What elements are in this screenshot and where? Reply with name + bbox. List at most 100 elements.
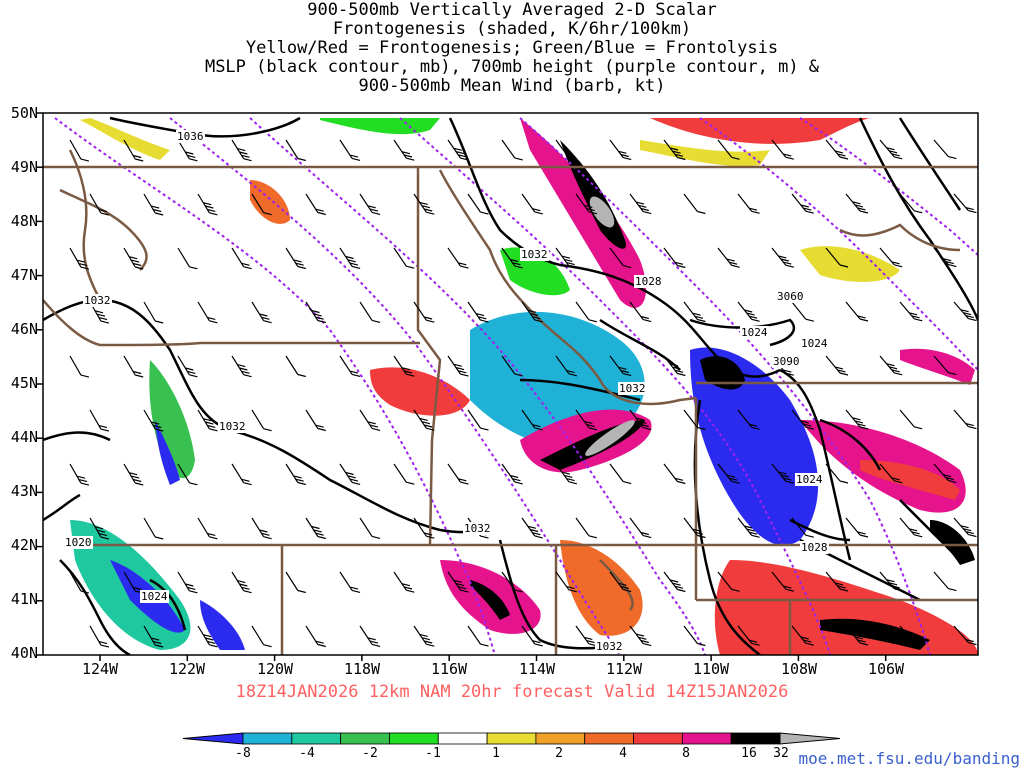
wind-barb bbox=[359, 193, 381, 215]
wind-barb bbox=[393, 139, 415, 161]
wind-barb bbox=[933, 139, 957, 160]
lat-label: 43N bbox=[10, 482, 38, 500]
wind-barb bbox=[413, 625, 435, 647]
wind-barb bbox=[683, 625, 706, 647]
wind-barb bbox=[683, 517, 706, 539]
wind-barb bbox=[197, 517, 218, 540]
wind-barb bbox=[339, 463, 361, 485]
title-line-5: 900-500mb Mean Wind (barb, kt) bbox=[358, 76, 666, 96]
wind-barb bbox=[899, 409, 923, 430]
wind-barb bbox=[305, 193, 326, 216]
wind-barb bbox=[251, 625, 272, 648]
wind-barb bbox=[737, 301, 760, 322]
lat-label: 44N bbox=[10, 428, 38, 446]
wind-barb bbox=[521, 409, 543, 431]
wind-barb bbox=[447, 463, 469, 485]
wind-barb bbox=[285, 463, 306, 486]
wind-barb bbox=[845, 517, 869, 538]
wind-barb bbox=[575, 625, 598, 647]
wind-barb bbox=[143, 625, 164, 648]
wind-barb bbox=[771, 463, 794, 484]
colorbar-tick: 8 bbox=[682, 746, 690, 761]
wind-barb bbox=[501, 139, 523, 161]
wind-barb bbox=[609, 463, 632, 485]
wind-barb bbox=[305, 301, 326, 324]
wind-barb bbox=[447, 139, 469, 161]
wind-barb bbox=[899, 625, 923, 646]
wind-barb bbox=[413, 193, 435, 215]
wind-barb bbox=[69, 247, 90, 270]
credit-link[interactable]: moe.met.fsu.edu/banding bbox=[798, 749, 1020, 768]
wind-barb bbox=[879, 139, 903, 160]
wind-barb bbox=[359, 517, 381, 539]
wind-barb bbox=[197, 193, 218, 216]
wind-barb bbox=[447, 571, 469, 593]
colorbar-tick: 4 bbox=[619, 746, 627, 761]
wind-barb bbox=[177, 571, 198, 594]
title-line-4: MSLP (black contour, mb), 700mb height (… bbox=[204, 57, 820, 77]
wind-barb bbox=[69, 139, 90, 162]
wind-barb bbox=[393, 571, 415, 593]
wind-barb bbox=[231, 247, 252, 270]
wind-barb bbox=[285, 139, 306, 162]
mslp-label: 1024 bbox=[800, 337, 829, 350]
wind-barb bbox=[501, 463, 523, 485]
wind-barb bbox=[393, 463, 415, 485]
wind-barb bbox=[447, 355, 469, 377]
wind-barb bbox=[879, 355, 903, 376]
wind-barb bbox=[143, 517, 164, 540]
wind-barb bbox=[447, 247, 469, 269]
wind-barb bbox=[771, 571, 794, 592]
wind-barb bbox=[609, 571, 632, 593]
wind-barb bbox=[845, 301, 869, 322]
wind-barb bbox=[663, 463, 686, 485]
wind-barb bbox=[231, 571, 252, 594]
wind-barb bbox=[413, 409, 435, 431]
wind-barb bbox=[285, 355, 306, 378]
wind-barb bbox=[89, 625, 110, 648]
wind-barb bbox=[393, 355, 415, 377]
lon-label: 116W bbox=[430, 660, 468, 678]
wind-barb bbox=[123, 139, 144, 162]
wind-barb bbox=[717, 355, 740, 376]
wind-barb bbox=[143, 193, 164, 216]
wind-barb bbox=[663, 139, 686, 161]
wind-barb bbox=[251, 409, 272, 432]
wind-barb bbox=[791, 625, 814, 646]
wind-barb bbox=[771, 139, 794, 160]
wind-barb bbox=[501, 247, 523, 269]
wind-barb bbox=[555, 463, 578, 485]
wind-barb bbox=[825, 463, 849, 484]
colorbar-tick: -4 bbox=[299, 746, 315, 761]
political-borders bbox=[43, 149, 978, 655]
wind-barb bbox=[879, 463, 903, 484]
wind-barb bbox=[825, 139, 849, 160]
lat-label: 46N bbox=[10, 320, 38, 338]
wind-barb bbox=[791, 301, 814, 322]
wind-barb bbox=[717, 571, 740, 592]
wind-barb bbox=[467, 625, 489, 647]
wind-barb bbox=[933, 247, 957, 268]
wind-barb bbox=[953, 409, 977, 430]
colorbar-tick: 32 bbox=[773, 746, 789, 761]
wind-barb bbox=[717, 139, 740, 160]
wind-barb bbox=[231, 463, 252, 486]
wind-barb bbox=[197, 625, 218, 648]
wind-barb bbox=[609, 355, 632, 377]
lat-label: 50N bbox=[10, 104, 38, 122]
wind-barb bbox=[251, 517, 272, 540]
wind-barb bbox=[845, 409, 869, 430]
wind-barb bbox=[123, 463, 144, 486]
wind-barb bbox=[555, 355, 578, 377]
wind-barb bbox=[899, 517, 923, 538]
wind-barb bbox=[717, 463, 740, 484]
colorbar-tick: 2 bbox=[555, 746, 563, 761]
lat-label: 42N bbox=[10, 536, 38, 554]
lon-label: 118W bbox=[343, 660, 381, 678]
colorbar-tick: -8 bbox=[235, 746, 251, 761]
forecast-valid-line: 18Z14JAN2026 12km NAM 20hr forecast Vali… bbox=[235, 682, 789, 702]
wind-barb bbox=[629, 301, 652, 323]
wind-barb bbox=[305, 517, 326, 540]
wind-barb bbox=[231, 355, 252, 378]
